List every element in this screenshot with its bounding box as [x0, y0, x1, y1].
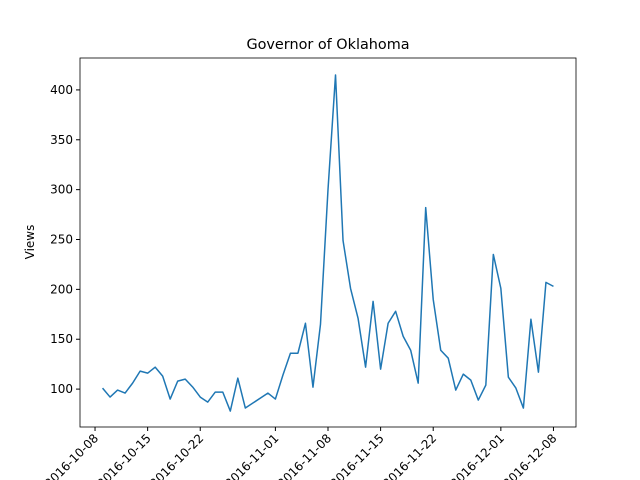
y-tick-label: 250 [50, 233, 73, 247]
plot-frame [79, 57, 577, 428]
y-tick-label: 150 [50, 332, 73, 346]
y-tick-label: 100 [50, 382, 73, 396]
y-tick-label: 200 [50, 282, 73, 296]
chart-title: Governor of Oklahoma [246, 37, 409, 53]
y-tick-label: 300 [50, 183, 73, 197]
y-tick-label: 350 [50, 133, 73, 147]
y-tick-label: 400 [50, 83, 73, 97]
y-axis-label: Views [23, 225, 37, 260]
line [101, 74, 554, 412]
